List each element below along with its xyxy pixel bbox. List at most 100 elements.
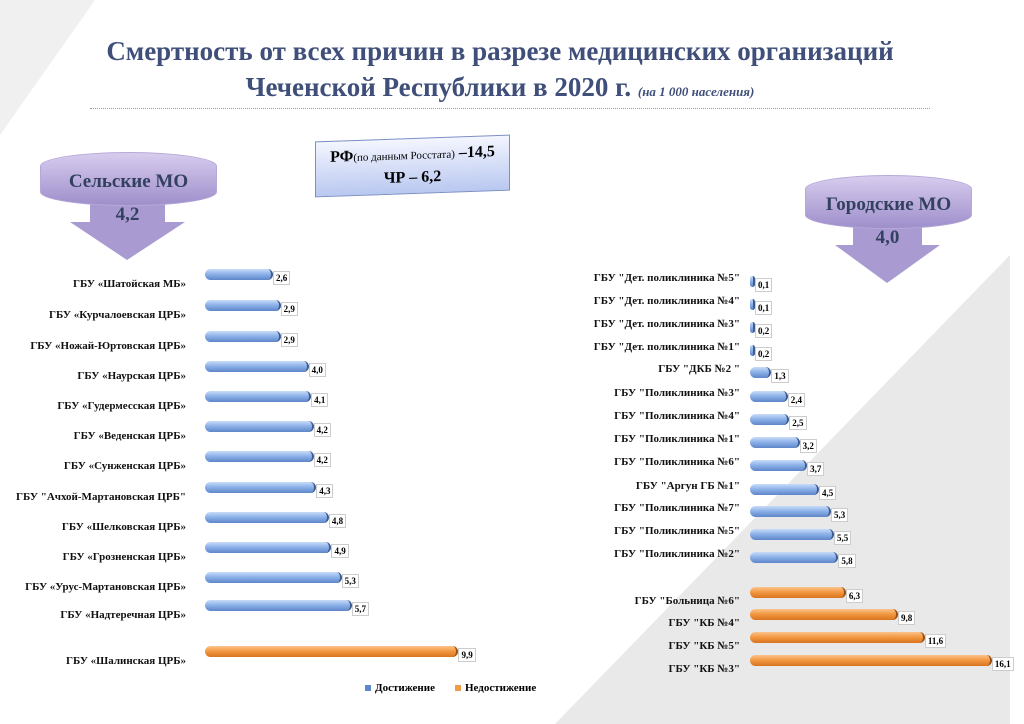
rf-reference-box: РФ(по данным Росстата) –14,5 ЧР – 6,2: [315, 134, 510, 198]
bar: [750, 552, 839, 563]
bar: [205, 391, 312, 402]
bar: [750, 367, 772, 378]
bar: [205, 512, 329, 523]
bar: [205, 421, 314, 432]
title-line-1: Смертность от всех причин в разрезе меди…: [106, 36, 894, 66]
title-line-2: Чеченской Республики в 2020 г. (на 1 000…: [245, 72, 755, 102]
bar: [750, 529, 834, 540]
data-label: 0,1: [755, 301, 773, 315]
legend-achieved: Достижение: [365, 682, 435, 694]
data-label: 5,5: [833, 531, 852, 545]
title-note: (на 1 000 населения): [637, 84, 755, 99]
rural-mo-callout: Сельские МО 4,2: [40, 152, 217, 262]
bar: [205, 600, 352, 611]
data-label: 3,7: [807, 462, 825, 476]
data-label: 11,6: [924, 634, 947, 648]
data-label: 16,1: [991, 657, 1014, 671]
bar: [750, 322, 755, 333]
category-label: ГБУ "ДКБ №2 ": [658, 363, 740, 375]
bar: [205, 361, 309, 372]
category-label: ГБУ «Сунженская ЦРБ»: [63, 460, 186, 472]
bar: [205, 572, 342, 583]
data-label: 4,8: [328, 514, 347, 528]
data-label: 2,6: [273, 271, 291, 285]
category-label: ГБУ «Шатойская МБ»: [72, 278, 186, 290]
category-label: ГБУ "Дет. поликлиника №4": [593, 295, 740, 307]
legend: Достижение Недостижение: [365, 682, 536, 694]
data-label: 4,1: [311, 393, 329, 407]
category-label: ГБУ "Дет. поликлиника №5": [593, 272, 740, 284]
bar: [750, 632, 925, 643]
down-arrow-icon: [835, 225, 940, 283]
data-label: 5,3: [830, 508, 849, 522]
data-label: 4,2: [313, 453, 331, 467]
data-label: 1,3: [771, 369, 789, 383]
category-label: ГБУ «Урус-Мартановская ЦРБ»: [25, 581, 186, 593]
data-label: 4,0: [308, 363, 326, 377]
category-label: ГБУ «Шалинская ЦРБ»: [65, 655, 186, 667]
data-label: 4,2: [313, 423, 331, 437]
bar: [205, 269, 274, 280]
data-label: 0,2: [755, 324, 773, 338]
category-label: ГБУ "КБ №5": [668, 640, 740, 652]
data-label: 9,8: [898, 611, 916, 625]
data-label: 0,1: [755, 278, 773, 292]
bar: [205, 300, 281, 311]
category-label: ГБУ «Ножай-Юртовская ЦРБ»: [30, 340, 186, 352]
data-label: 5,7: [351, 602, 370, 616]
bar: [750, 437, 800, 448]
bar: [750, 460, 808, 471]
bar: [205, 331, 281, 342]
bar: [750, 345, 755, 356]
data-label: 6,3: [845, 589, 864, 603]
category-label: ГБУ "Поликлиника №5": [614, 525, 740, 537]
category-label: ГБУ «Курчалоевская ЦРБ»: [49, 309, 186, 321]
bar: [750, 587, 846, 598]
category-label: ГБУ "Поликлиника №6": [614, 456, 740, 468]
category-label: ГБУ «Наурская ЦРБ»: [77, 370, 186, 382]
category-label: ГБУ "Поликлиника №1": [614, 433, 740, 445]
bar: [205, 482, 317, 493]
category-label: ГБУ "Поликлиника №2": [614, 548, 740, 560]
data-label: 2,4: [787, 393, 805, 407]
bar: [750, 484, 820, 495]
category-label: ГБУ "КБ №3": [668, 663, 740, 675]
category-label: ГБУ "Поликлиника №3": [614, 387, 740, 399]
category-label: ГБУ «Веденская ЦРБ»: [73, 430, 186, 442]
bar: [205, 646, 459, 657]
data-label: 0,2: [755, 347, 773, 361]
legend-not-achieved: Недостижение: [454, 682, 536, 694]
category-label: ГБУ «Шелковская ЦРБ»: [61, 521, 186, 533]
bar: [750, 506, 831, 517]
data-label: 3,2: [799, 439, 817, 453]
data-label: 9,9: [458, 648, 476, 662]
bar: [750, 655, 992, 666]
bar: [750, 391, 788, 402]
category-label: ГБУ "Ачхой-Мартановская ЦРБ": [16, 491, 186, 503]
category-label: ГБУ «Гудермесская ЦРБ»: [57, 400, 186, 412]
category-label: ГБУ "Аргун ГБ №1": [635, 480, 740, 492]
data-label: 4,3: [316, 484, 334, 498]
urban-mo-callout: Городские МО 4,0: [805, 175, 972, 283]
category-label: ГБУ "Поликлиника №7": [614, 502, 740, 514]
category-label: ГБУ "Поликлиника №4": [614, 410, 740, 422]
bar: [750, 609, 899, 620]
bar: [205, 542, 332, 553]
data-label: 4,9: [331, 544, 349, 558]
divider: [90, 108, 930, 109]
bar: [750, 276, 755, 287]
data-label: 2,9: [280, 302, 298, 316]
data-label: 5,3: [341, 574, 359, 588]
data-label: 4,5: [819, 486, 837, 500]
category-label: ГБУ "Больница №6": [634, 595, 740, 607]
bar: [205, 451, 314, 462]
down-arrow-icon: [70, 202, 185, 260]
category-label: ГБУ «Грозненская ЦРБ»: [62, 551, 186, 563]
category-label: ГБУ "КБ №4": [668, 617, 740, 629]
data-label: 5,8: [838, 554, 856, 568]
data-label: 2,9: [280, 333, 298, 347]
bar: [750, 299, 755, 310]
category-label: ГБУ «Надтеречная ЦРБ»: [60, 609, 186, 621]
data-label: 2,5: [789, 416, 807, 430]
bar: [750, 414, 790, 425]
